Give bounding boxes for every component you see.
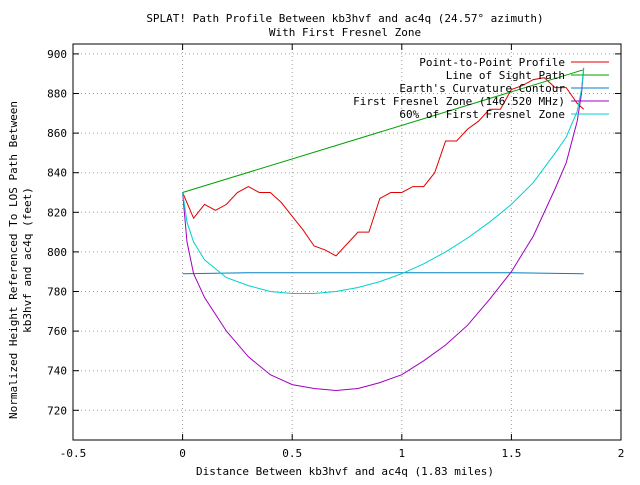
plot-frame [72,43,622,441]
y-tick-label: 760 [47,325,67,338]
y-axis-label-line1: Normalized Height Referenced To LOS Path… [7,101,20,419]
axes: -0.5 0 0.5 1 1.5 2 720 740 760 780 800 820 840 860 880… [47,43,625,460]
series-line-4 [182,67,585,392]
legend-label: First Fresnel Zone (146.520 MHz) [353,95,565,108]
legend-label: Earth's Curvature Contour [399,82,565,95]
y-tick-label: 780 [47,286,67,299]
x-tick-label: 1 [398,447,405,460]
chart-subtitle: With First Fresnel Zone [269,26,421,39]
x-tick-label: 0.5 [282,447,302,460]
y-tick-label: 840 [47,167,67,180]
chart-title: SPLAT! Path Profile Between kb3hvf and a… [146,12,543,25]
y-axis-label-line2: kb3hvf and ac4q (feet) [21,187,34,333]
series-group [182,67,585,392]
x-tick-label: 0 [179,447,186,460]
y-tick-label: 740 [47,365,67,378]
series-line-5 [182,67,585,294]
y-tick-label: 820 [47,206,67,219]
x-tick-label: 2 [618,447,625,460]
y-tick-label: 800 [47,246,67,259]
series-line-2 [182,69,584,193]
series-line-1 [182,77,585,257]
legend-label: Point-to-Point Profile [419,56,565,69]
x-axis-label: Distance Between kb3hvf and ac4q (1.83 m… [196,465,494,478]
legend-label: Line of Sight Path [446,69,565,82]
y-tick-label: 720 [47,404,67,417]
y-tick-label: 880 [47,88,67,101]
x-tick-label: -0.5 [60,447,87,460]
x-tick-label: 1.5 [501,447,521,460]
series-line-3 [182,272,584,275]
y-tick-label: 900 [47,48,67,61]
legend-label: 60% of First Fresnel Zone [399,108,565,121]
y-tick-label: 860 [47,127,67,140]
grid [73,44,621,440]
